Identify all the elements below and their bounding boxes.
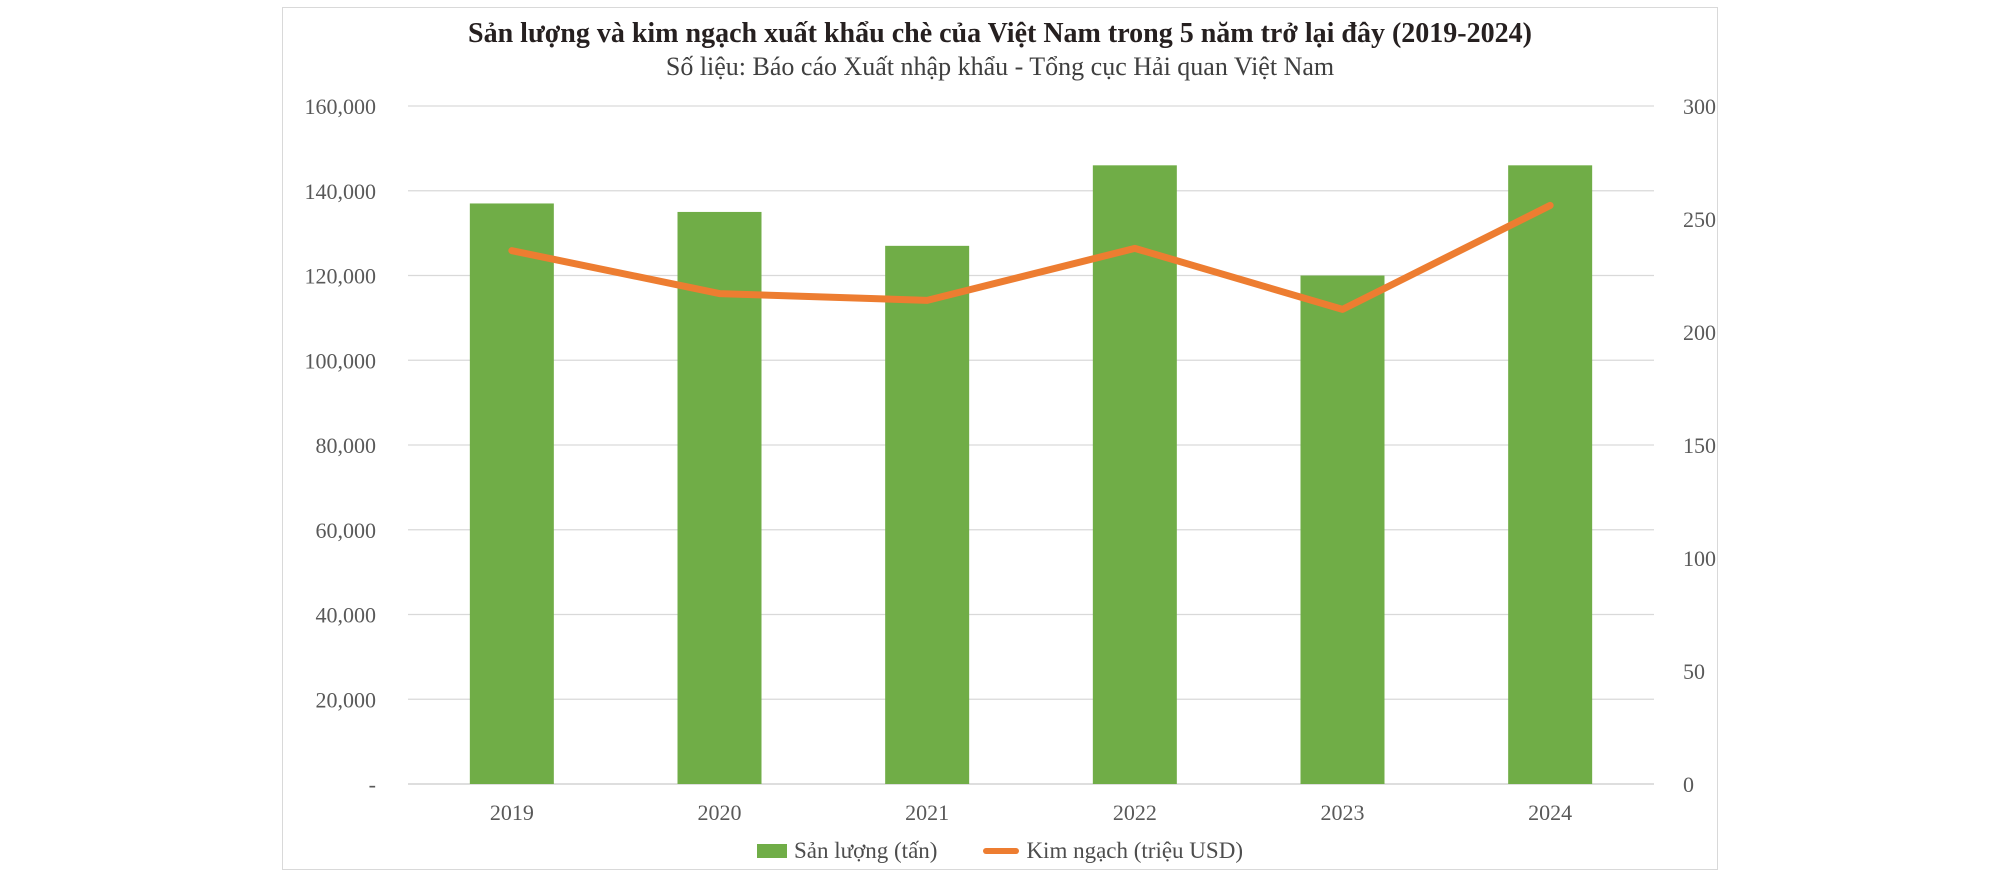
left-axis-tick-40000: 40,000 — [316, 603, 377, 628]
chart-legend: Sản lượng (tấn) Kim ngạch (triệu USD) — [283, 838, 1717, 864]
line-kim-ngach — [508, 201, 1554, 313]
left-axis-tick-80000: 80,000 — [316, 433, 377, 458]
right-axis-tick-300: 300 — [1683, 94, 1716, 119]
legend-label-production: Sản lượng (tấn) — [794, 838, 938, 863]
left-axis-tick-100000: 100,000 — [305, 348, 377, 373]
bar-2022 — [1092, 165, 1177, 784]
chart-card: - 20,000 40,000 60,000 80,000 100,000 120,000 1… — [282, 7, 1718, 870]
chart-title: Sản lượng và kim ngạch xuất khẩu chè của… — [468, 18, 1532, 49]
x-axis-label-2020: 2020 — [698, 800, 742, 825]
x-axis-label-2022: 2022 — [1113, 800, 1157, 825]
right-axis-tick-250: 250 — [1683, 207, 1716, 232]
bar-2019 — [469, 203, 554, 784]
x-axis-label-2024: 2024 — [1528, 800, 1572, 825]
x-axis-label-2021: 2021 — [905, 800, 949, 825]
x-axis-label-2019: 2019 — [490, 800, 534, 825]
left-axis-tick-20000: 20,000 — [316, 687, 377, 712]
right-axis-tick-200: 200 — [1683, 320, 1716, 345]
right-axis-tick-150: 150 — [1683, 433, 1716, 458]
bar-series-swatch-icon — [757, 844, 787, 858]
left-axis-tick-160000: 160,000 — [305, 94, 377, 119]
legend-item-value: Kim ngạch (triệu USD) — [983, 838, 1243, 864]
legend-label-value: Kim ngạch (triệu USD) — [1026, 838, 1243, 863]
right-axis-tick-0: 0 — [1683, 772, 1694, 797]
right-axis-tick-100: 100 — [1683, 546, 1716, 571]
bar-2023 — [1300, 275, 1385, 784]
bar-2021 — [885, 245, 970, 784]
x-axis-label-2023: 2023 — [1321, 800, 1365, 825]
line-series-swatch-icon — [983, 848, 1020, 854]
left-axis-tick-60000: 60,000 — [316, 518, 377, 543]
left-axis-tick-0: - — [369, 772, 376, 797]
bar-2020 — [677, 211, 762, 784]
bar-2024 — [1508, 165, 1593, 784]
left-axis-tick-140000: 140,000 — [305, 179, 377, 204]
left-axis-tick-120000: 120,000 — [305, 264, 377, 289]
legend-item-production: Sản lượng (tấn) — [757, 838, 937, 864]
chart-subtitle: Số liệu: Báo cáo Xuất nhập khẩu - Tổng c… — [665, 52, 1335, 81]
chart-plot-area: - 20,000 40,000 60,000 80,000 100,000 120,000 1… — [305, 94, 1717, 825]
right-axis-tick-50: 50 — [1683, 659, 1705, 684]
